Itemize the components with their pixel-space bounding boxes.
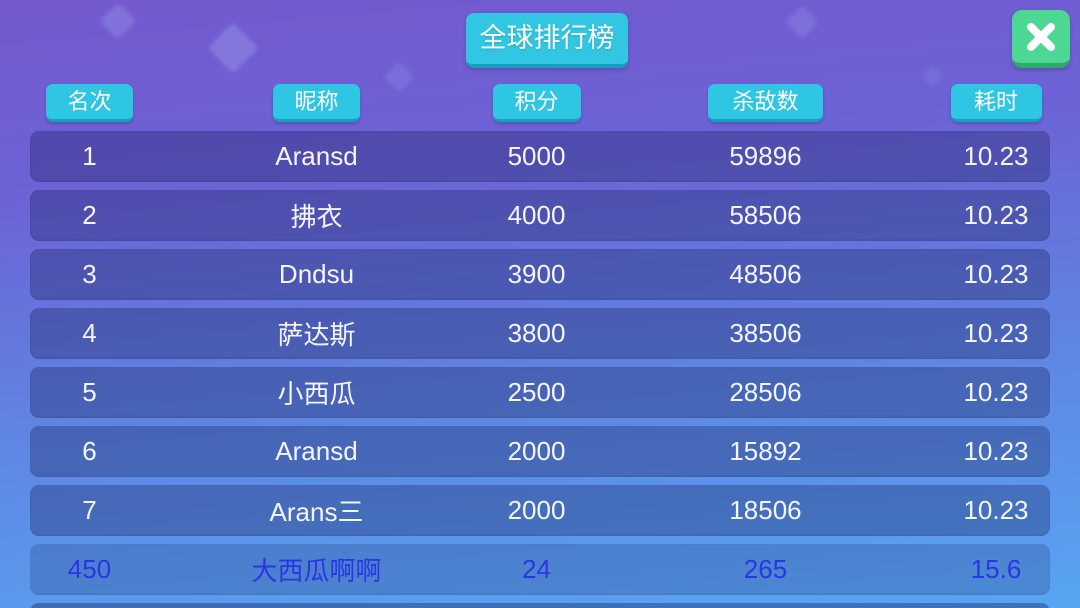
name-cell: Aransd bbox=[275, 436, 358, 466]
leaderboard-list[interactable]: 1 Aransd 5000 59896 10.23 2 拂衣 4000 5850… bbox=[30, 131, 1050, 608]
column-header-nickname: 昵称 bbox=[273, 84, 360, 122]
name-cell: Aransd bbox=[275, 141, 358, 171]
close-icon bbox=[1024, 20, 1058, 54]
rank-cell: 5 bbox=[82, 377, 97, 407]
rank-cell: 7 bbox=[82, 495, 97, 525]
background-diamond bbox=[785, 5, 819, 39]
table-row: 7 Arans三 2000 18506 10.23 bbox=[30, 485, 1050, 536]
time-cell: 10.23 bbox=[963, 377, 1029, 407]
table-row: 1 Aransd 5000 59896 10.23 bbox=[30, 131, 1050, 182]
table-header: 名次 昵称 积分 杀敌数 耗时 bbox=[30, 84, 1050, 122]
background-diamond bbox=[207, 22, 259, 74]
player-rank-row: 450 大西瓜啊啊 24 265 15.6 bbox=[30, 544, 1050, 595]
name-cell: 小西瓜 bbox=[277, 379, 356, 409]
name-cell: 萨达斯 bbox=[277, 320, 356, 350]
name-cell: 拂衣 bbox=[290, 202, 343, 232]
table-row: 3 Dndsu 3900 48506 10.23 bbox=[30, 249, 1050, 300]
kills-cell: 18506 bbox=[729, 495, 802, 525]
score-cell: 3800 bbox=[507, 318, 566, 348]
score-cell: 4000 bbox=[507, 200, 566, 230]
kills-cell: 265 bbox=[743, 554, 788, 584]
score-cell: 24 bbox=[522, 554, 551, 584]
score-cell: 2000 bbox=[507, 495, 566, 525]
time-cell: 10.23 bbox=[963, 436, 1029, 466]
next-row-peek bbox=[30, 603, 1050, 608]
kills-cell: 48506 bbox=[729, 259, 802, 289]
time-cell: 15.6 bbox=[970, 554, 1022, 584]
rank-cell: 4 bbox=[82, 318, 97, 348]
rank-cell: 6 bbox=[82, 436, 97, 466]
rank-cell: 3 bbox=[82, 259, 97, 289]
kills-cell: 59896 bbox=[729, 141, 802, 171]
time-cell: 10.23 bbox=[963, 318, 1029, 348]
time-cell: 10.23 bbox=[963, 141, 1029, 171]
kills-cell: 28506 bbox=[729, 377, 802, 407]
kills-cell: 58506 bbox=[729, 200, 802, 230]
column-header-rank: 名次 bbox=[46, 84, 133, 122]
time-cell: 10.23 bbox=[963, 200, 1029, 230]
name-cell: Arans三 bbox=[269, 497, 364, 527]
kills-cell: 38506 bbox=[729, 318, 802, 348]
name-cell: Dndsu bbox=[278, 259, 355, 289]
name-cell: 大西瓜啊啊 bbox=[251, 556, 382, 586]
score-cell: 5000 bbox=[507, 141, 566, 171]
column-header-kills: 杀敌数 bbox=[708, 84, 823, 122]
rank-cell: 2 bbox=[82, 200, 97, 230]
table-row: 5 小西瓜 2500 28506 10.23 bbox=[30, 367, 1050, 418]
background-diamond bbox=[99, 2, 137, 40]
score-cell: 2000 bbox=[507, 436, 566, 466]
table-row: 2 拂衣 4000 58506 10.23 bbox=[30, 190, 1050, 241]
table-row: 6 Aransd 2000 15892 10.23 bbox=[30, 426, 1050, 477]
score-cell: 2500 bbox=[507, 377, 566, 407]
column-header-time: 耗时 bbox=[950, 84, 1042, 122]
kills-cell: 15892 bbox=[729, 436, 802, 466]
table-row: 4 萨达斯 3800 38506 10.23 bbox=[30, 308, 1050, 359]
time-cell: 10.23 bbox=[963, 259, 1029, 289]
page-title: 全球排行榜 bbox=[466, 13, 628, 68]
rank-cell: 1 bbox=[82, 141, 97, 171]
close-button[interactable] bbox=[1012, 10, 1070, 68]
rank-cell: 450 bbox=[67, 554, 112, 584]
column-header-score: 积分 bbox=[492, 84, 581, 122]
score-cell: 3900 bbox=[507, 259, 566, 289]
time-cell: 10.23 bbox=[963, 495, 1029, 525]
